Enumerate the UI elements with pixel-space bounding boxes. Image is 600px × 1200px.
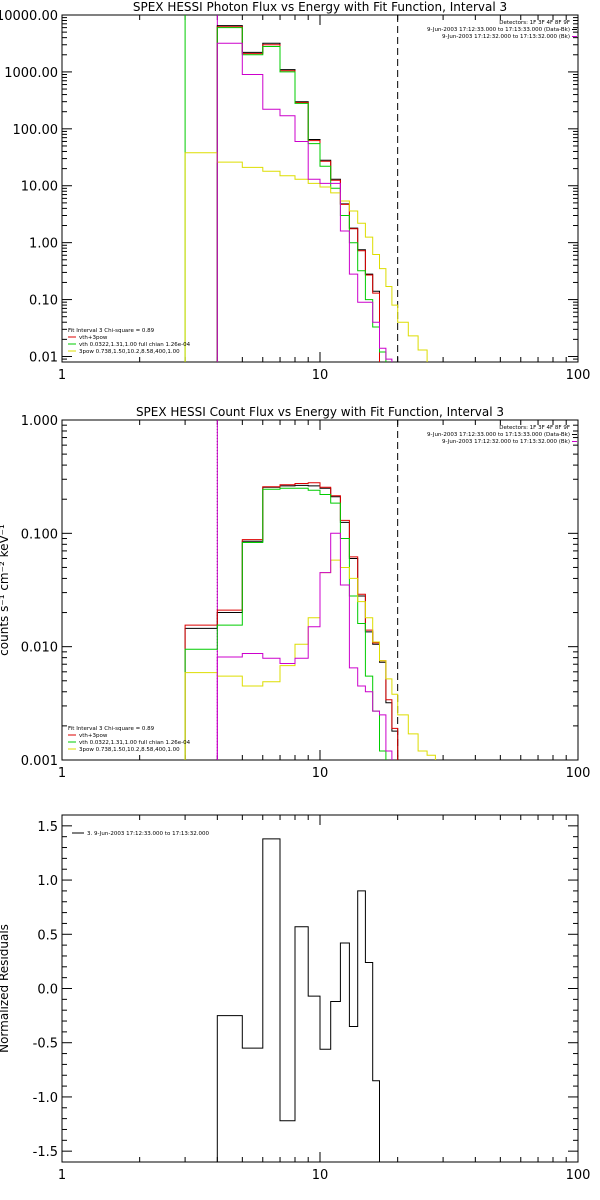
y-tick-label: 0.01 <box>29 350 58 365</box>
header-line: 9-Jun-2003 17:12:32.000 to 17:13:32.000 … <box>442 439 570 445</box>
y-tick-label: 1.5 <box>37 820 58 835</box>
header-line: 9-Jun-2003 17:12:33.000 to 17:13:33.000 … <box>427 432 570 438</box>
header-line: 9-Jun-2003 17:12:32.000 to 17:13:32.000 … <box>442 34 570 40</box>
series-3pow <box>184 559 436 760</box>
y-tick-label: 10000.00 <box>0 9 58 24</box>
series-vth <box>184 487 387 760</box>
y-tick-label: 0.001 <box>21 754 58 769</box>
y-tick-label: 0.100 <box>21 527 58 542</box>
legend-title: Fit Interval 3 Chi-square = 0.89 <box>68 328 155 334</box>
panel-1: SPEX HESSI Photon Flux vs Energy with Fi… <box>0 0 590 383</box>
series-group <box>184 482 436 760</box>
series-data-bk <box>216 25 380 362</box>
legend-entry: vth+3pow <box>79 335 108 341</box>
y-axis-label: counts s⁻¹ cm⁻² keV⁻¹ <box>0 524 11 656</box>
series-group <box>216 838 380 1162</box>
legend-title: Fit Interval 3 Chi-square = 0.89 <box>68 726 155 732</box>
series-vth <box>216 27 387 362</box>
x-tick-label: 1 <box>58 766 66 781</box>
y-tick-label: 0.5 <box>37 928 58 943</box>
x-tick-label: 1 <box>58 368 66 383</box>
x-tick-label: 100 <box>566 766 591 781</box>
y-tick-label: 1.00 <box>29 237 58 252</box>
x-tick-label: 10 <box>312 368 329 383</box>
y-tick-label: 0.010 <box>21 641 58 656</box>
y-tick-label: 0.0 <box>37 983 58 998</box>
y-tick-label: -1.0 <box>33 1091 58 1106</box>
legend-entry: vth 0.0322,1.31,1.00 full chian 1.26e-04 <box>79 342 191 348</box>
x-tick-label: 100 <box>566 368 591 383</box>
x-tick-label: 1 <box>58 1168 66 1183</box>
legend-entry: vth+3pow <box>79 733 108 739</box>
legend-entry: 3. 9-Jun-2003 17:12:33.000 to 17:13:32.0… <box>87 831 210 837</box>
y-axis-label: Normalized Residuals <box>0 924 11 1053</box>
chart-title: SPEX HESSI Photon Flux vs Energy with Fi… <box>133 0 507 14</box>
panel-3: Normalized Residuals 1 10 100 -1.5 -1.0 -0.5 0.… <box>0 814 591 1183</box>
series-group <box>184 25 428 362</box>
series-3-9-jun-2003-17-12-33-000-to-17-13-32-000 <box>216 838 380 1162</box>
y-tick-label: -0.5 <box>33 1037 58 1052</box>
chart-title: SPEX HESSI Count Flux vs Energy with Fit… <box>136 405 504 419</box>
legend-entry: 3pow 0.738,1.50,10.2,8.58,400,1.00 <box>79 747 180 753</box>
series-bk <box>216 532 393 760</box>
header-line: Detectors: 1F 3F 4F 8F 9F <box>499 425 570 431</box>
y-tick-label: 100.00 <box>13 123 59 138</box>
series-bk <box>216 42 393 362</box>
header-line: Detectors: 1F 3F 4F 8F 9F <box>499 20 570 26</box>
y-tick-label: 0.10 <box>29 294 58 309</box>
y-tick-label: 1000.00 <box>4 66 58 81</box>
x-tick-label: 10 <box>312 1168 329 1183</box>
legend-entry: 3pow 0.738,1.50,10.2,8.58,400,1.00 <box>79 349 180 355</box>
legend-entry: vth 0.0322,1.31,1.00 full chian 1.26e-04 <box>79 740 191 746</box>
x-tick-label: 10 <box>312 766 329 781</box>
y-tick-label: -1.5 <box>33 1145 58 1160</box>
plot-frame <box>61 814 579 1163</box>
y-tick-label: 10.00 <box>21 180 58 195</box>
x-tick-label: 100 <box>566 1168 591 1183</box>
series-data-bk <box>184 484 399 760</box>
y-tick-label: 1.000 <box>21 414 58 429</box>
series-vth-3pow <box>216 26 380 362</box>
y-tick-label: 1.0 <box>37 874 58 889</box>
series-3pow <box>184 152 428 362</box>
plot-frame <box>61 14 579 363</box>
panel-2: SPEX HESSI Count Flux vs Energy with Fit… <box>0 405 590 781</box>
header-line: 9-Jun-2003 17:12:33.000 to 17:13:33.000 … <box>427 27 570 33</box>
